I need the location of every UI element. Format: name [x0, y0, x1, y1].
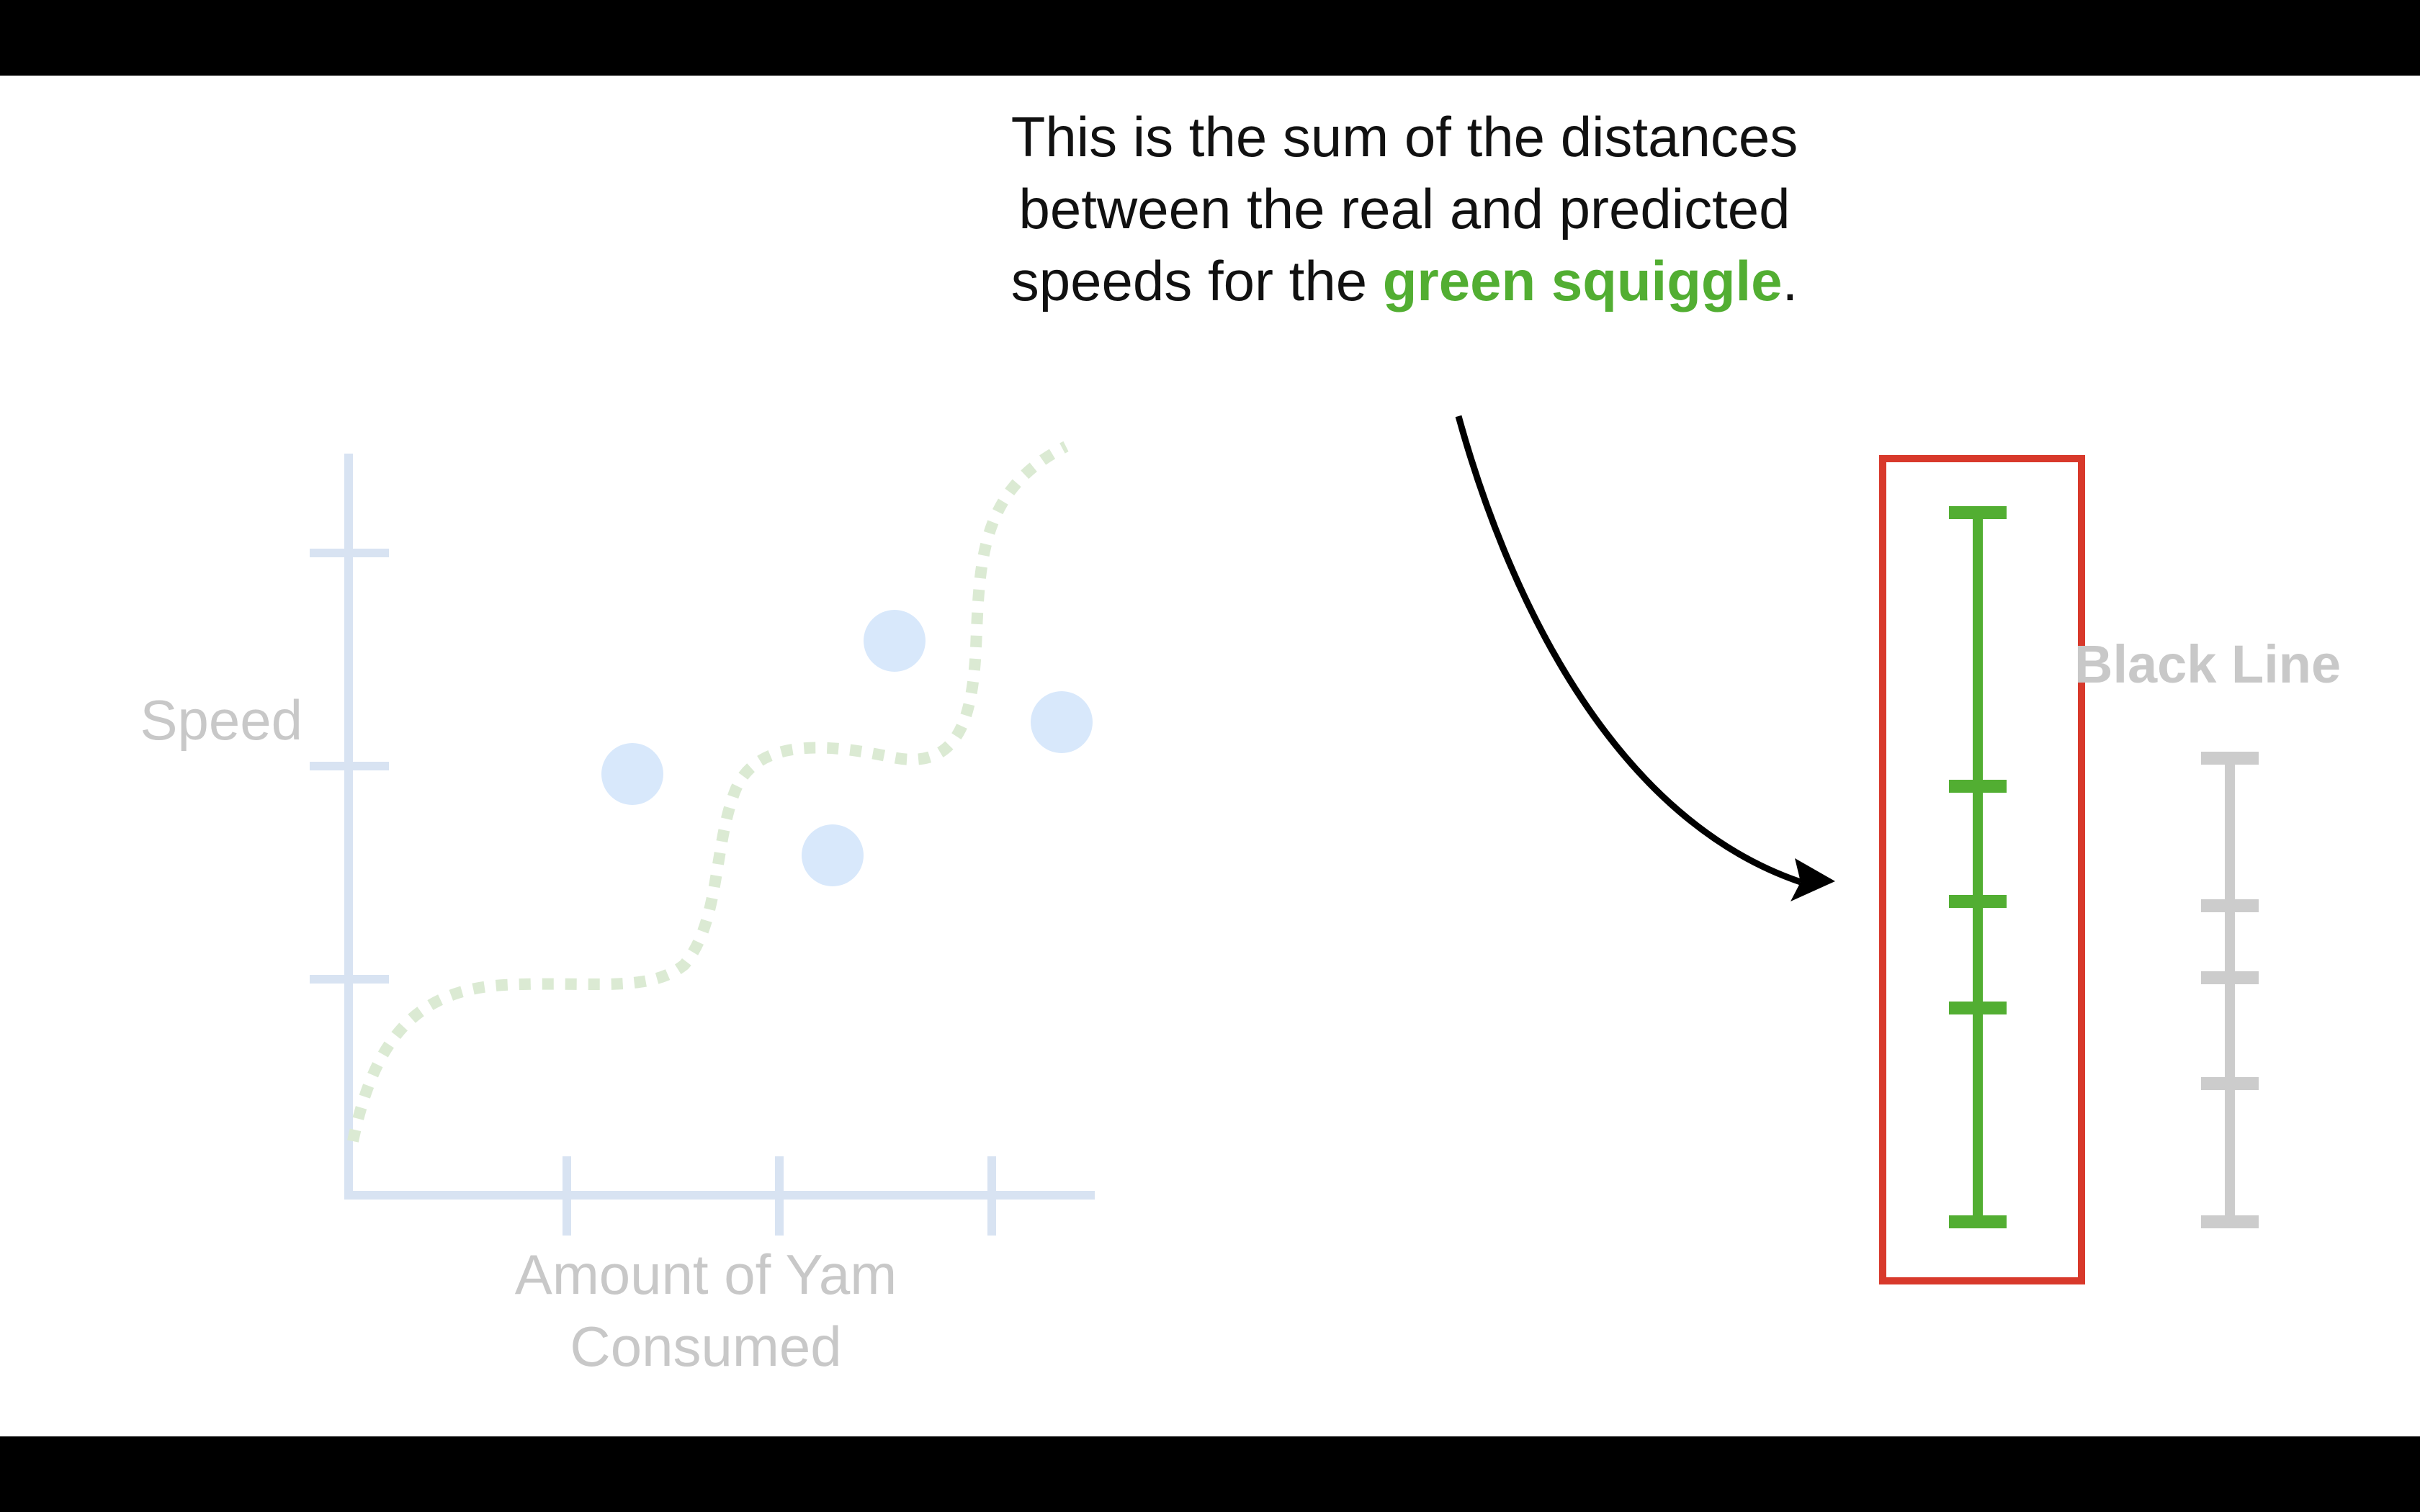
arrow-curve: [1455, 415, 1802, 886]
highlight-box: [1879, 455, 2085, 1284]
graph-axes: [310, 454, 1095, 1236]
caption-line-2: between the real and predicted: [1018, 177, 1791, 240]
black-line-label: Black Line: [2074, 634, 2341, 694]
green-squiggle-curve: [347, 441, 1069, 1143]
caption-line-3-prefix: speeds for the: [1010, 249, 1383, 312]
caption-line-3-suffix: .: [1782, 249, 1798, 312]
data-point: [802, 824, 864, 886]
x-axis-label-line-2: Consumed: [570, 1315, 842, 1378]
caption-highlight: green squiggle: [1382, 249, 1783, 312]
gray-distance-bar: [2201, 752, 2259, 1228]
caption-line-3: speeds for the green squiggle.: [792, 245, 2017, 317]
arrow-head-icon: [1791, 858, 1835, 901]
caption: This is the sum of the distances between…: [792, 101, 2017, 317]
y-axis-label: Speed: [140, 688, 302, 752]
x-axis-label-line-1: Amount of Yam: [514, 1243, 897, 1306]
green-distance-bar: [1949, 506, 2007, 1228]
x-axis-label: Amount of Yam Consumed: [454, 1238, 958, 1382]
caption-line-1: This is the sum of the distances: [1010, 105, 1798, 168]
data-point: [1031, 691, 1093, 753]
data-point: [601, 743, 663, 805]
slide-canvas: [0, 76, 2420, 1436]
data-point: [864, 610, 926, 672]
data-points: [601, 610, 1093, 886]
